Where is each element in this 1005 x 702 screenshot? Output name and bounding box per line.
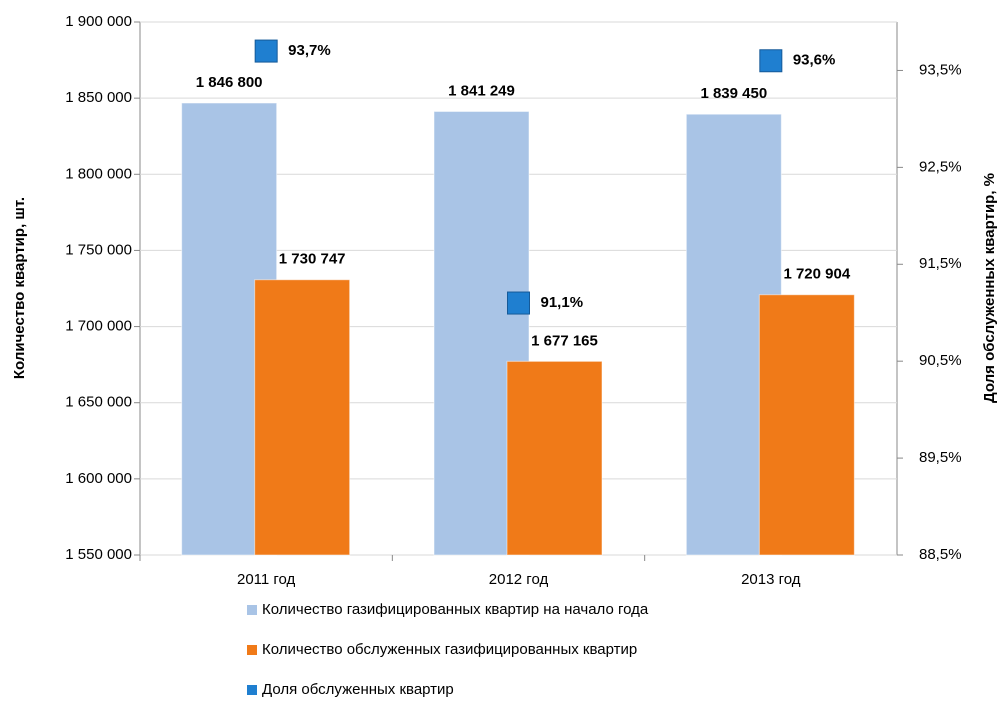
data-label: 1 677 165 bbox=[531, 332, 598, 349]
data-label: 93,6% bbox=[793, 52, 836, 69]
y-tick-label: 1 600 000 bbox=[65, 470, 132, 487]
y2-tick-label: 88,5% bbox=[919, 546, 962, 563]
y-tick-label: 1 850 000 bbox=[65, 89, 132, 106]
y-tick-label: 1 900 000 bbox=[65, 13, 132, 30]
legend-label: Доля обслуженных квартир bbox=[262, 681, 454, 698]
legend-swatch bbox=[247, 605, 257, 615]
y-tick-label: 1 650 000 bbox=[65, 394, 132, 411]
x-tick-label: 2011 год bbox=[237, 571, 296, 588]
bar bbox=[506, 360, 603, 556]
y-tick-label: 1 700 000 bbox=[65, 318, 132, 335]
data-label: 1 720 904 bbox=[783, 266, 850, 283]
y2-tick-label: 93,5% bbox=[919, 61, 962, 78]
bar bbox=[758, 294, 855, 556]
y-tick-label: 1 800 000 bbox=[65, 165, 132, 182]
bar bbox=[254, 279, 351, 556]
y-tick-label: 1 550 000 bbox=[65, 546, 132, 563]
marker bbox=[254, 39, 278, 63]
legend-label: Количество газифицированных квартир на н… bbox=[262, 601, 649, 618]
y-tick-label: 1 750 000 bbox=[65, 241, 132, 258]
y2-tick-label: 89,5% bbox=[919, 449, 962, 466]
legend-swatch bbox=[247, 645, 257, 655]
x-tick-label: 2013 год bbox=[741, 571, 801, 588]
legend-label: Количество обслуженных газифицированных … bbox=[262, 641, 637, 658]
data-label: 1 846 800 bbox=[196, 74, 263, 91]
data-label: 1 841 249 bbox=[448, 82, 515, 99]
legend-swatch bbox=[247, 685, 257, 695]
y2-axis-title: Доля обслуженных квартир, % bbox=[981, 173, 998, 403]
data-label: 1 730 747 bbox=[279, 251, 346, 268]
y2-tick-label: 91,5% bbox=[919, 255, 962, 272]
y2-tick-label: 90,5% bbox=[919, 352, 962, 369]
data-label: 93,7% bbox=[288, 42, 331, 59]
y-axis-title: Количество квартир, шт. bbox=[11, 197, 28, 379]
marker bbox=[759, 49, 783, 73]
marker bbox=[507, 291, 530, 315]
data-label: 91,1% bbox=[541, 294, 584, 311]
y2-tick-label: 92,5% bbox=[919, 158, 962, 175]
data-label: 1 839 450 bbox=[700, 85, 767, 102]
x-tick-label: 2012 год bbox=[489, 571, 549, 588]
